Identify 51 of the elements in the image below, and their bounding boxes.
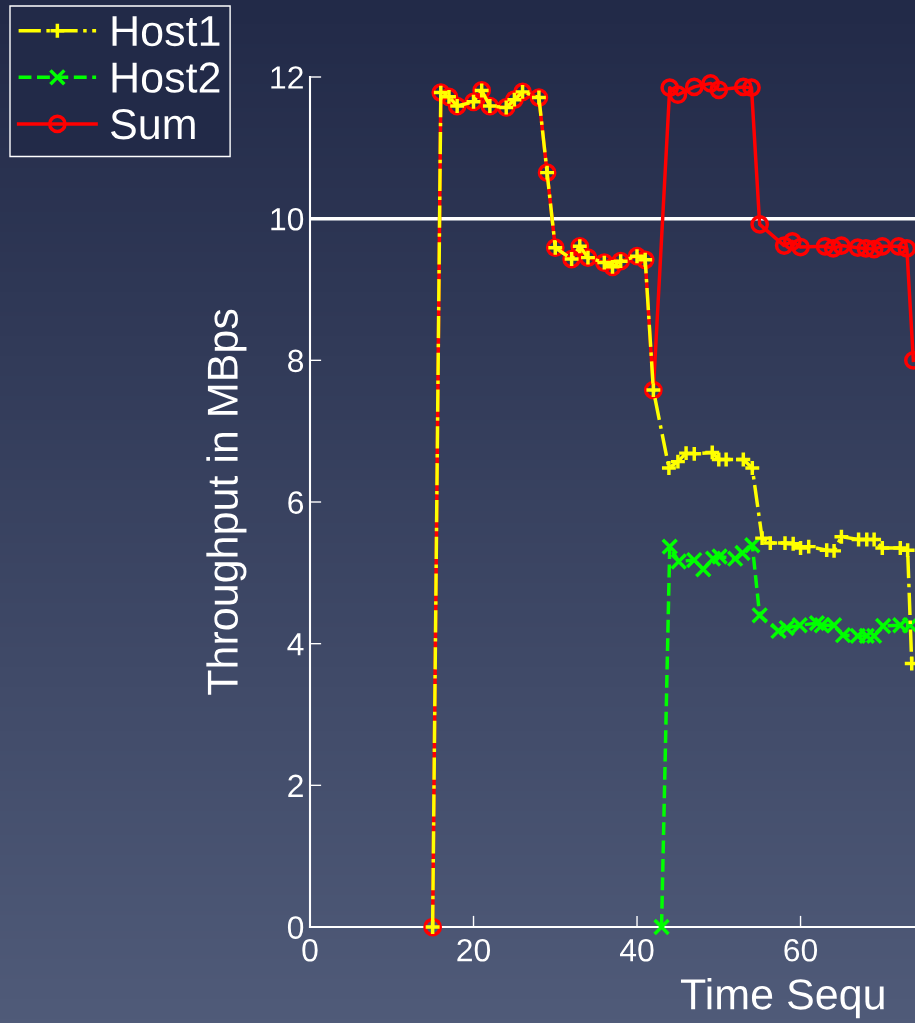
point: [832, 528, 851, 546]
point: [864, 239, 884, 259]
point: [733, 544, 752, 562]
point: [685, 445, 703, 463]
point: [872, 236, 892, 256]
point: [709, 80, 729, 100]
y-tick-label: 6: [288, 491, 304, 514]
point: [750, 606, 769, 625]
point: [761, 534, 779, 552]
y-tick-label: 12: [271, 66, 303, 89]
point: [701, 74, 720, 93]
point: [856, 239, 876, 258]
y-tick-label: 4: [287, 633, 304, 656]
point: [668, 85, 688, 105]
point: [743, 459, 761, 477]
point: [734, 450, 752, 469]
point: [769, 622, 788, 640]
y-axis-title: Throughput in MBps: [206, 309, 247, 695]
point: [800, 537, 818, 556]
x-tick-label: 60: [784, 938, 818, 962]
legend-label: Host1: [112, 16, 220, 47]
y-tick-label: 0: [287, 916, 304, 939]
point: [815, 236, 835, 256]
legend-label: Host2: [112, 62, 220, 93]
point: [661, 537, 679, 556]
point: [684, 77, 704, 97]
point: [660, 78, 680, 97]
point: [897, 239, 915, 258]
y-tick-label: 8: [288, 349, 304, 373]
x-tick-label: 20: [457, 938, 491, 962]
point: [742, 78, 761, 97]
point: [703, 443, 721, 462]
legend-label: Sum: [110, 108, 195, 140]
x-axis-title: Time Sequ: [680, 978, 884, 1019]
point: [823, 239, 843, 258]
point: [782, 231, 802, 251]
point: [791, 237, 810, 257]
point: [733, 77, 753, 97]
y-tick-label: 10: [271, 207, 304, 231]
point: [774, 236, 794, 255]
point: [694, 560, 712, 578]
point: [652, 918, 671, 936]
y-tick-label: 2: [288, 774, 303, 797]
point: [889, 236, 909, 256]
point: [750, 214, 770, 234]
point: [753, 529, 771, 547]
x-tick-label: 40: [620, 938, 654, 962]
point: [848, 238, 868, 258]
point: [832, 236, 851, 255]
point: [776, 534, 794, 552]
point: [873, 539, 891, 557]
